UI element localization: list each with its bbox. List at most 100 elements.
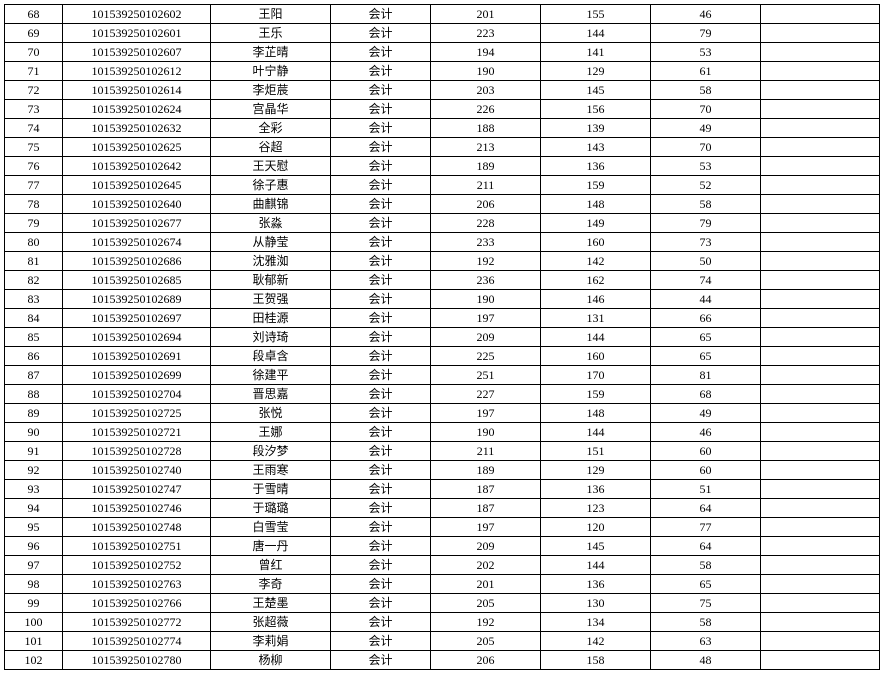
table-row: 72101539250102614李炬莀会计20314558 <box>5 81 880 100</box>
table-cell: 会计 <box>331 366 431 385</box>
table-cell: 189 <box>431 461 541 480</box>
table-row: 75101539250102625谷超会计21314370 <box>5 138 880 157</box>
table-cell: 101539250102772 <box>63 613 211 632</box>
table-cell: 77 <box>651 518 761 537</box>
table-cell: 187 <box>431 480 541 499</box>
table-cell: 79 <box>651 24 761 43</box>
table-cell <box>761 43 880 62</box>
table-cell: 136 <box>541 157 651 176</box>
table-cell: 会计 <box>331 404 431 423</box>
table-cell: 会计 <box>331 290 431 309</box>
table-cell: 会计 <box>331 214 431 233</box>
table-cell: 谷超 <box>211 138 331 157</box>
table-cell: 160 <box>541 233 651 252</box>
table-cell: 全彩 <box>211 119 331 138</box>
table-cell: 王贺强 <box>211 290 331 309</box>
table-cell: 王楚墨 <box>211 594 331 613</box>
table-cell: 64 <box>651 499 761 518</box>
table-cell: 211 <box>431 176 541 195</box>
table-cell: 会计 <box>331 594 431 613</box>
table-cell <box>761 62 880 81</box>
table-cell: 段卓含 <box>211 347 331 366</box>
table-cell: 会计 <box>331 233 431 252</box>
table-cell: 69 <box>5 24 63 43</box>
table-cell: 136 <box>541 575 651 594</box>
table-cell: 91 <box>5 442 63 461</box>
table-cell: 97 <box>5 556 63 575</box>
table-cell: 136 <box>541 480 651 499</box>
table-cell: 155 <box>541 5 651 24</box>
table-cell: 68 <box>5 5 63 24</box>
table-cell: 101539250102612 <box>63 62 211 81</box>
table-cell <box>761 195 880 214</box>
table-cell: 160 <box>541 347 651 366</box>
table-cell: 101539250102614 <box>63 81 211 100</box>
table-row: 92101539250102740王雨寒会计18912960 <box>5 461 880 480</box>
table-cell <box>761 233 880 252</box>
table-cell: 会计 <box>331 385 431 404</box>
table-cell: 211 <box>431 442 541 461</box>
table-cell: 李莉娟 <box>211 632 331 651</box>
table-cell: 201 <box>431 5 541 24</box>
table-cell: 51 <box>651 480 761 499</box>
table-cell: 刘诗琦 <box>211 328 331 347</box>
table-cell: 曾红 <box>211 556 331 575</box>
table-row: 96101539250102751唐一丹会计20914564 <box>5 537 880 556</box>
table-row: 69101539250102601王乐会计22314479 <box>5 24 880 43</box>
table-cell: 82 <box>5 271 63 290</box>
table-cell: 101539250102721 <box>63 423 211 442</box>
table-cell: 48 <box>651 651 761 670</box>
table-cell: 晋思嘉 <box>211 385 331 404</box>
table-cell: 71 <box>5 62 63 81</box>
table-cell: 王乐 <box>211 24 331 43</box>
table-cell: 129 <box>541 461 651 480</box>
table-cell: 123 <box>541 499 651 518</box>
table-cell: 144 <box>541 328 651 347</box>
table-cell: 101539250102691 <box>63 347 211 366</box>
table-cell: 101539250102640 <box>63 195 211 214</box>
table-row: 82101539250102685耿郁新会计23616274 <box>5 271 880 290</box>
table-cell: 王天慰 <box>211 157 331 176</box>
table-cell: 145 <box>541 81 651 100</box>
table-cell: 会计 <box>331 556 431 575</box>
table-cell: 曲麒锦 <box>211 195 331 214</box>
table-cell: 101539250102740 <box>63 461 211 480</box>
table-cell: 142 <box>541 252 651 271</box>
table-cell: 会计 <box>331 480 431 499</box>
table-cell: 60 <box>651 442 761 461</box>
table-cell: 会计 <box>331 24 431 43</box>
table-cell: 101539250102725 <box>63 404 211 423</box>
table-row: 88101539250102704晋思嘉会计22715968 <box>5 385 880 404</box>
table-cell: 77 <box>5 176 63 195</box>
table-cell: 192 <box>431 613 541 632</box>
table-cell: 209 <box>431 328 541 347</box>
table-cell: 143 <box>541 138 651 157</box>
table-row: 68101539250102602王阳会计20115546 <box>5 5 880 24</box>
table-cell: 会计 <box>331 461 431 480</box>
table-row: 81101539250102686沈雅洳会计19214250 <box>5 252 880 271</box>
table-row: 91101539250102728段汐梦会计21115160 <box>5 442 880 461</box>
table-row: 79101539250102677张淼会计22814979 <box>5 214 880 233</box>
table-cell: 101539250102747 <box>63 480 211 499</box>
table-cell: 101539250102685 <box>63 271 211 290</box>
table-cell <box>761 309 880 328</box>
table-cell: 93 <box>5 480 63 499</box>
table-cell: 会计 <box>331 347 431 366</box>
table-row: 73101539250102624宫晶华会计22615670 <box>5 100 880 119</box>
table-cell: 158 <box>541 651 651 670</box>
table-row: 90101539250102721王娜会计19014446 <box>5 423 880 442</box>
table-cell: 60 <box>651 461 761 480</box>
table-cell: 142 <box>541 632 651 651</box>
table-cell: 203 <box>431 81 541 100</box>
table-row: 102101539250102780杨柳会计20615848 <box>5 651 880 670</box>
table-cell: 王阳 <box>211 5 331 24</box>
table-cell: 会计 <box>331 271 431 290</box>
table-cell: 58 <box>651 613 761 632</box>
table-row: 77101539250102645徐子惠会计21115952 <box>5 176 880 195</box>
table-cell: 96 <box>5 537 63 556</box>
table-cell: 170 <box>541 366 651 385</box>
table-cell: 83 <box>5 290 63 309</box>
table-cell: 233 <box>431 233 541 252</box>
table-cell: 159 <box>541 176 651 195</box>
table-cell: 会计 <box>331 81 431 100</box>
